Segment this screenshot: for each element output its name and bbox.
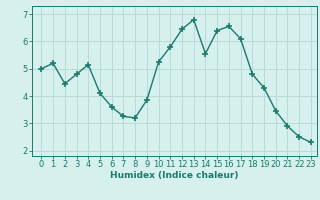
X-axis label: Humidex (Indice chaleur): Humidex (Indice chaleur) xyxy=(110,171,239,180)
